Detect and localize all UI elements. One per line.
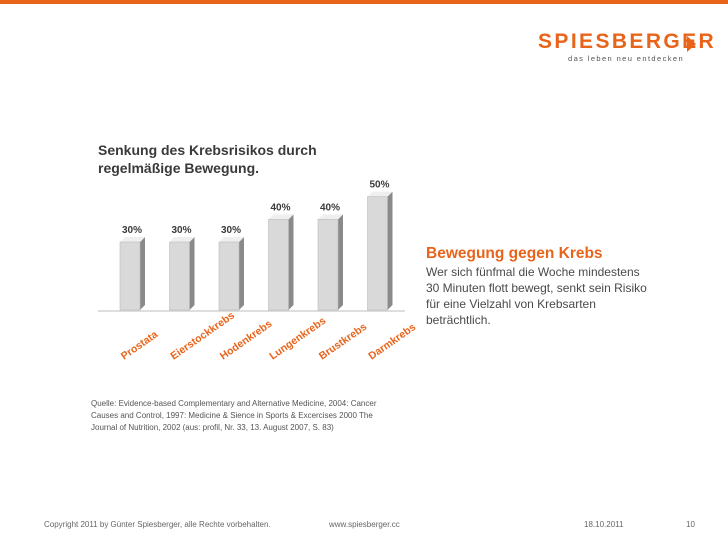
bar-value-label: 40% [270, 202, 290, 213]
brand-arrow-icon [687, 36, 696, 52]
bar-top [367, 191, 393, 197]
bar-side [387, 191, 393, 310]
bar-value-label: 30% [221, 225, 241, 236]
side-body-text: Wer sich fünfmal die Woche mindestens 30… [426, 265, 647, 327]
category-tick-label: Prostata [119, 328, 160, 362]
bar [367, 196, 388, 311]
bar-top [169, 237, 195, 242]
bar [119, 241, 141, 311]
bar [169, 241, 190, 311]
side-heading: Bewegung gegen Krebs [426, 245, 603, 262]
footer-date: 18.10.2011 [584, 520, 624, 529]
bar-value-label: 40% [320, 202, 340, 213]
source-note: Quelle: Evidence-based Complementary and… [91, 399, 377, 432]
top-accent-bar [0, 0, 728, 4]
category-tick-label: Darmkrebs [366, 321, 418, 362]
bar [317, 219, 339, 311]
bar-side [288, 214, 294, 310]
brand-tagline: das leben neu entdecken [568, 54, 685, 63]
brand-logo: SPIESBERGER das leben neu entdecken [538, 30, 714, 70]
bar-value-label: 30% [171, 225, 191, 236]
bar-side [140, 237, 145, 310]
bar-top [120, 237, 145, 242]
brand-name: SPIESBERGER [538, 30, 717, 53]
bar-side [338, 214, 343, 310]
chart-title-line-2: regelmäßige Bewegung. [98, 160, 260, 176]
bar-top [219, 237, 244, 242]
chart-title: Senkung des Krebsrisikos durch regelmäßi… [98, 141, 378, 177]
bar-value-label: 30% [122, 225, 142, 236]
bar-side [189, 237, 195, 310]
bar-side [239, 237, 244, 310]
footer-page-number: 10 [686, 520, 695, 529]
chart-title-line-1: Senkung des Krebsrisikos durch [98, 142, 317, 158]
bar-top [318, 214, 343, 220]
bar [218, 241, 240, 311]
bar-top [268, 214, 294, 220]
footer-copyright: Copyright 2011 by Günter Spiesberger, al… [44, 520, 271, 529]
footer-url: www.spiesberger.cc [329, 520, 400, 529]
bar-value-label: 50% [369, 180, 389, 191]
bar [268, 219, 289, 311]
